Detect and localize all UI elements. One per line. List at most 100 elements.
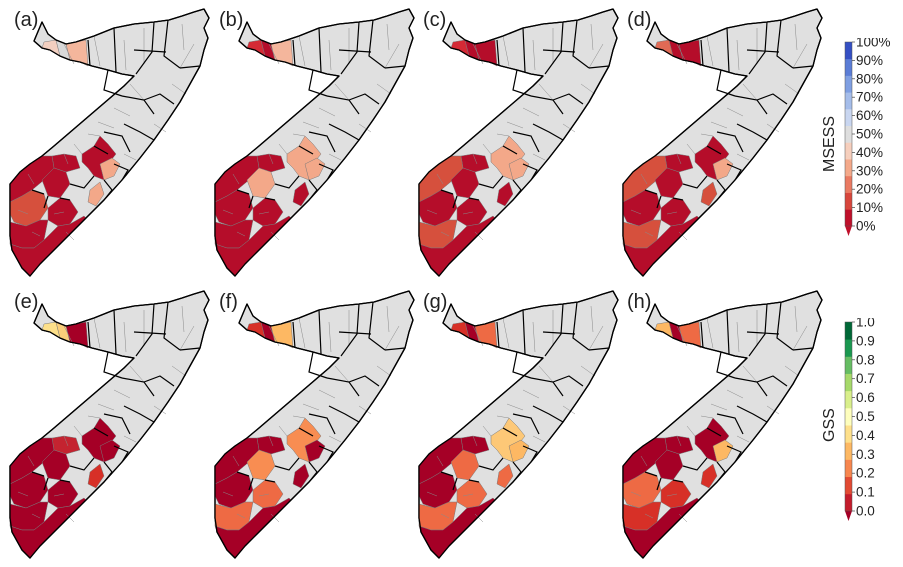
district-boundary [123, 153, 137, 161]
district-boundary [328, 39, 332, 71]
colorbar-segment [845, 125, 852, 143]
colorbar-tick-label: 20% [856, 182, 883, 197]
region-boundary [700, 39, 704, 67]
district-boundary [426, 209, 438, 215]
district-boundary [588, 43, 604, 69]
district-boundary [436, 455, 444, 467]
district-c4 [700, 463, 718, 489]
district-boundary [644, 513, 654, 519]
colorbar-segment [845, 425, 852, 443]
region-boundary [542, 49, 576, 53]
region-boundary [512, 69, 532, 97]
colorbar-tick-label: 0.3 [856, 447, 875, 462]
district-boundary [17, 209, 29, 215]
region-boundary [163, 301, 181, 351]
region-boundary [298, 145, 314, 155]
msess-colorbar-scale: 0% 10% 20% 30% 40% 50% 60% 70% 80% 90% 100% [844, 35, 891, 236]
region-boundary [103, 131, 131, 153]
region-boundary [748, 303, 768, 357]
region-boundary [776, 19, 794, 69]
district-boundary [292, 415, 306, 419]
colorbar-tick-label: 50% [856, 127, 883, 142]
colorbar-segment [845, 493, 852, 512]
district-boundary [87, 415, 101, 419]
region-boundary [672, 479, 684, 483]
region-boundary [496, 39, 500, 67]
district-boundary [270, 513, 280, 523]
colorbar-tick-label: 30% [856, 163, 883, 178]
district-boundary [710, 121, 728, 129]
district-boundary [462, 493, 474, 497]
coastline [418, 290, 619, 559]
district-boundary [328, 321, 332, 353]
district-boundary [129, 365, 145, 383]
somalia-map [9, 8, 210, 277]
district-boundary [292, 133, 306, 137]
panel-label: (h) [627, 291, 652, 313]
district-boundary [97, 121, 115, 129]
district-boundary [440, 231, 450, 237]
region-boundary [93, 145, 109, 155]
somalia-map [418, 8, 619, 277]
district-boundary [123, 39, 127, 71]
district-boundary [482, 425, 492, 437]
colorbar-segment [845, 339, 852, 357]
district-boundary [532, 153, 546, 161]
panel-label: (g) [423, 291, 448, 313]
region-boundary [135, 21, 155, 75]
region-boundary [756, 93, 788, 105]
district-boundary [474, 231, 484, 241]
region-boundary [318, 27, 322, 73]
region-boundary [644, 189, 658, 195]
region-boundary [298, 427, 314, 437]
region-boundary [340, 21, 360, 75]
district-boundary [766, 405, 780, 415]
district-boundary [236, 513, 246, 519]
region-boundary [69, 457, 95, 471]
district-s3 [622, 471, 662, 509]
district-boundary [298, 317, 306, 349]
district-boundary [123, 321, 127, 353]
somalia-map [418, 290, 619, 559]
district-c4 [700, 181, 718, 207]
district-boundary [686, 425, 696, 437]
region-boundary [502, 427, 518, 437]
colorbar-tick-label: 80% [856, 71, 883, 86]
region-boundary [123, 123, 155, 141]
colorbar-tick-label: 0% [856, 219, 876, 234]
region-boundary [113, 27, 117, 73]
colorbar-segment [845, 142, 852, 160]
map-panel-e: (e) [4, 286, 210, 566]
district-c4 [292, 181, 310, 207]
region-boundary [478, 175, 504, 189]
region-boundary [748, 21, 768, 75]
district-c3 [712, 157, 734, 181]
region-boundary [43, 477, 49, 491]
region-boundary [452, 477, 458, 491]
district-boundary [123, 435, 137, 443]
colorbar-segment [845, 159, 852, 177]
colorbar-tick-label: 0.8 [856, 352, 875, 367]
district-boundary [27, 173, 35, 185]
region-boundary [31, 471, 45, 477]
region-boundary [726, 27, 730, 73]
district-s3 [418, 189, 458, 227]
map-panel-g: (g) [413, 286, 619, 566]
district-boundary [502, 35, 510, 67]
region-boundary [103, 351, 123, 379]
coastline [622, 290, 823, 559]
region-boundary [179, 347, 201, 351]
region-boundary [248, 477, 254, 491]
district-boundary [65, 231, 75, 241]
gss-colorbar-scale: 0.0 0.1 0.2 0.3 0.4 0.5 0.6 0.7 0.8 0.9 1.0 [844, 315, 875, 521]
district-s3 [214, 189, 254, 227]
district-boundary [640, 173, 648, 185]
district-boundary [65, 513, 75, 523]
district-c4 [87, 181, 105, 207]
region-boundary [746, 331, 780, 335]
district-boundary [792, 43, 808, 69]
district-boundary [506, 121, 524, 129]
region-boundary [736, 123, 768, 141]
district-boundary [580, 365, 596, 377]
district-c3 [304, 439, 326, 463]
